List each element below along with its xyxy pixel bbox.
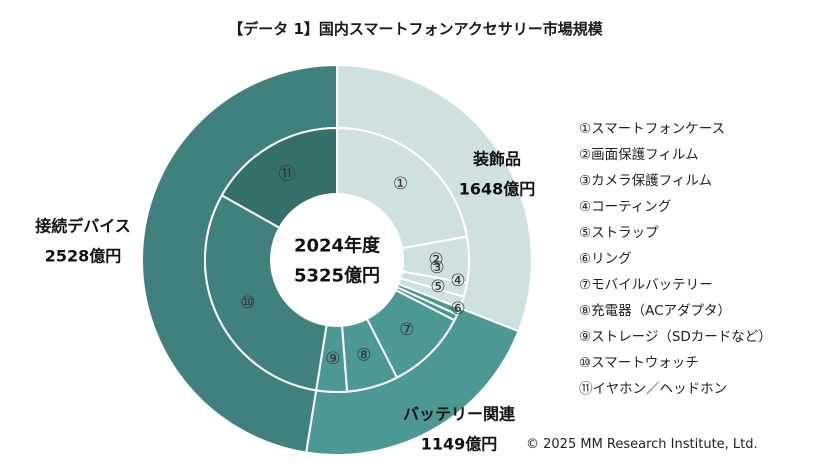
segment-marker: ⑧ (356, 345, 371, 365)
legend-item: ⑩スマートウォッチ (579, 355, 699, 371)
legend-item: ⑥リング (579, 251, 632, 267)
legend-item: ①スマートフォンケース (579, 121, 726, 137)
segment-marker: ④ (450, 271, 465, 291)
chart-title: 【データ 1】国内スマートフォンアクセサリー市場規模 (228, 20, 603, 38)
center-year: 2024年度 (294, 235, 381, 257)
legend-item: ③カメラ保護フィルム (579, 173, 713, 189)
segment-marker: ⑤ (430, 277, 445, 297)
segment-marker: ① (393, 174, 408, 194)
segment-marker: ⑩ (240, 293, 255, 313)
legend-item: ⑦モバイルバッテリー (579, 277, 713, 293)
center-hole (271, 194, 403, 326)
group-value-label: 2528億円 (45, 247, 122, 266)
group-value-label: 1648億円 (459, 180, 536, 199)
segment-marker: ③ (429, 258, 444, 278)
legend-item: ⑧充電器（ACアダプタ） (579, 303, 732, 319)
group-name-label: 接続デバイス (35, 217, 131, 236)
segment-marker: ② (428, 250, 443, 270)
center-total: 5325億円 (294, 265, 380, 287)
legend-item: ⑤ストラップ (579, 225, 659, 241)
legend: ①スマートフォンケース ②画面保護フィルム ③カメラ保護フィルム ④コーティング ⑤スト… (579, 118, 772, 404)
legend-item: ②画面保護フィルム (579, 147, 699, 163)
group-name-label: バッテリー関連 (403, 405, 516, 424)
segment-marker: ⑦ (399, 320, 414, 340)
group-name-label: 装飾品 (472, 150, 521, 169)
group-value-label: 1149億円 (421, 435, 498, 454)
legend-item: ⑨ストレージ（SDカードなど） (579, 329, 772, 345)
segment-marker: ⑥ (450, 299, 465, 319)
segment-marker: ⑨ (325, 349, 340, 369)
legend-item: ⑪イヤホン／ヘッドホン (579, 381, 728, 397)
copyright-text: © 2025 MM Research Institute, Ltd. (526, 437, 758, 452)
legend-item: ④コーティング (579, 199, 672, 215)
segment-marker: ⑪ (278, 165, 295, 185)
